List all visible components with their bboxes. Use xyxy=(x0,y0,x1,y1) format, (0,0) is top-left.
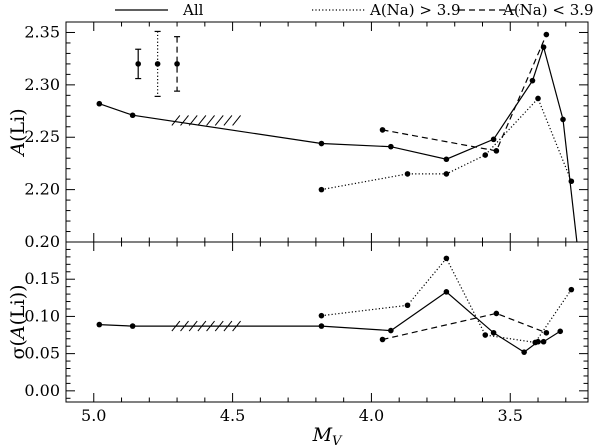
top-panel-series xyxy=(96,31,578,242)
x-tick-label: 4.5 xyxy=(220,406,245,425)
data-point xyxy=(529,77,536,84)
series-line xyxy=(321,257,572,344)
data-point xyxy=(493,148,500,154)
data-point xyxy=(129,323,136,329)
hatch-mark xyxy=(214,115,224,126)
top-y-axis-label: A(Li) xyxy=(7,108,29,157)
bottom-panel-ticks: 5.0 4.5 4.0 3.5 0.00 0.05 0.10 0.15 0.20 xyxy=(24,232,588,425)
data-point xyxy=(404,171,411,177)
data-point xyxy=(540,338,547,345)
y-tick-label: 0.00 xyxy=(24,381,60,400)
bottom-panel: 5.0 4.5 4.0 3.5 0.00 0.05 0.10 0.15 0.20 σ(A(Li)… xyxy=(7,232,589,448)
data-point xyxy=(490,136,497,143)
legend-label-high-na: A(Na) > 3.9 xyxy=(369,1,461,19)
data-point xyxy=(443,289,450,295)
hatch-mark xyxy=(223,320,233,332)
data-point xyxy=(482,332,489,338)
hatch-mark xyxy=(188,320,198,332)
data-point xyxy=(535,95,541,102)
bottom-y-axis-label: σ(A(Li)) xyxy=(7,284,29,359)
x-axis-label: MV xyxy=(312,424,343,448)
hatch-mark xyxy=(214,320,224,332)
top-panel: 2.20 2.25 2.30 2.35 A(Li) xyxy=(7,21,589,243)
hatch-mark xyxy=(223,115,233,126)
x-tick-label: 5.0 xyxy=(81,406,106,425)
x-tick-label: 3.5 xyxy=(498,406,523,425)
data-point xyxy=(490,329,497,336)
error-bar-point xyxy=(154,61,161,67)
data-point xyxy=(560,116,566,123)
x-tick-label: 4.0 xyxy=(359,406,384,425)
data-point xyxy=(543,31,550,38)
error-bar-point xyxy=(174,61,180,67)
y-tick-label: 0.15 xyxy=(24,269,60,288)
series-line xyxy=(382,312,547,341)
y-tick-label: 2.20 xyxy=(24,180,60,199)
hatch-mark xyxy=(206,115,215,126)
y-tick-label: 2.35 xyxy=(24,22,60,41)
top-panel-error-bars xyxy=(135,30,181,97)
data-point xyxy=(318,140,325,147)
data-point xyxy=(568,178,575,185)
data-point xyxy=(388,143,394,150)
y-tick-label: 0.10 xyxy=(24,306,60,325)
bottom-panel-series xyxy=(96,255,575,355)
data-point xyxy=(96,321,103,328)
data-point xyxy=(318,323,325,329)
hatch-mark xyxy=(180,115,189,126)
hatch-mark xyxy=(171,320,181,332)
data-point xyxy=(443,171,450,177)
series-line xyxy=(99,45,578,242)
y-tick-label: 2.25 xyxy=(24,127,60,146)
data-point xyxy=(388,327,394,334)
y-tick-label: 0.05 xyxy=(24,344,60,363)
data-point xyxy=(568,286,575,293)
series-line xyxy=(382,34,547,152)
error-bar-point xyxy=(135,61,141,67)
data-point xyxy=(493,310,500,317)
hatch-mark xyxy=(188,115,198,126)
data-point xyxy=(129,112,136,119)
hatch-mark xyxy=(197,320,207,332)
data-point xyxy=(482,152,489,158)
data-point xyxy=(404,302,411,309)
top-panel-frame xyxy=(65,21,589,243)
top-panel-ticks: 2.20 2.25 2.30 2.35 xyxy=(24,21,588,243)
data-point xyxy=(379,127,386,133)
data-point xyxy=(521,349,527,355)
y-tick-label: 0.20 xyxy=(24,232,60,251)
data-point xyxy=(318,186,325,193)
data-point xyxy=(96,100,103,107)
bottom-panel-frame xyxy=(65,241,589,403)
hatch-mark xyxy=(232,115,241,126)
hatch-mark xyxy=(206,320,215,332)
data-point xyxy=(443,255,450,262)
legend-label-low-na: A(Na) < 3.9 xyxy=(502,1,594,19)
data-point xyxy=(532,339,539,346)
hatch-mark xyxy=(180,320,189,332)
legend: All A(Na) > 3.9 A(Na) < 3.9 xyxy=(115,1,594,19)
data-point xyxy=(557,328,564,335)
data-point xyxy=(379,336,386,343)
data-point xyxy=(318,312,325,319)
hatch-mark xyxy=(232,320,241,332)
data-point xyxy=(443,156,450,163)
y-tick-label: 2.30 xyxy=(24,75,60,94)
hatch-mark xyxy=(171,115,181,126)
series-line xyxy=(99,291,561,353)
hatch-mark xyxy=(197,115,207,126)
legend-label-all: All xyxy=(182,1,204,19)
data-point xyxy=(543,329,550,336)
